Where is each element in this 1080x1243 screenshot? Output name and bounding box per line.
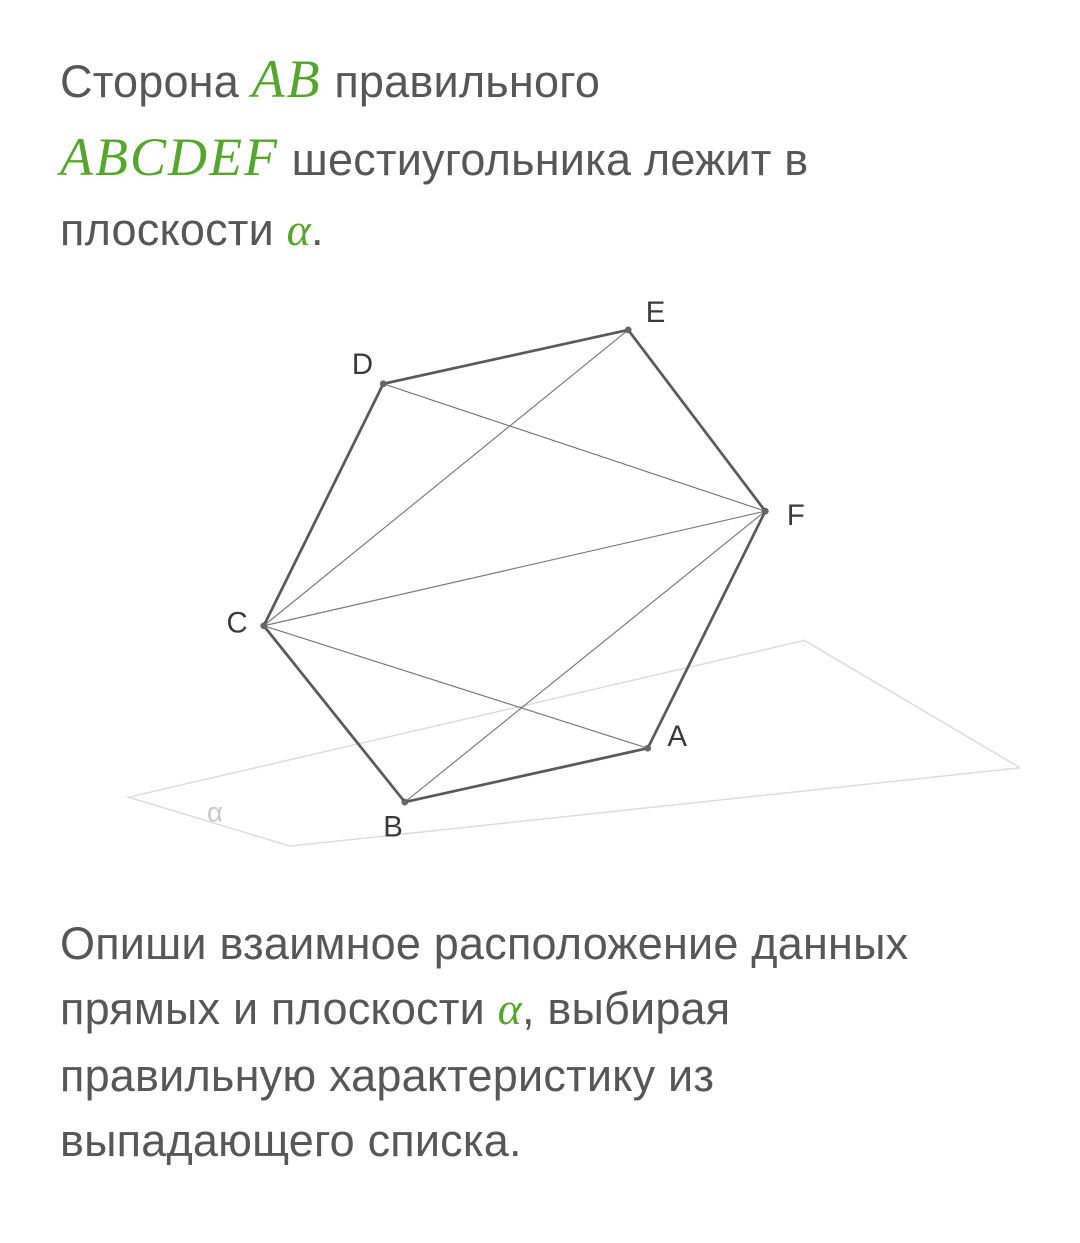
text-fragment: прямых и плоскости: [60, 983, 498, 1034]
text-fragment: правильного: [322, 56, 600, 107]
text-fragment: шестиугольника лежит в: [279, 134, 808, 185]
math-AB: AB: [252, 49, 322, 109]
svg-text:A: A: [667, 721, 687, 754]
text-fragment: , выбирая: [522, 983, 730, 1034]
svg-text:E: E: [646, 296, 666, 329]
svg-text:C: C: [227, 607, 248, 640]
svg-text:α: α: [207, 797, 223, 828]
text-fragment: .: [311, 204, 324, 255]
page-root: Сторона AB правильного ABCDEF шестиуголь…: [0, 0, 1080, 1223]
text-fragment: правильную характеристику из: [60, 1050, 714, 1101]
text-fragment: Сторона: [60, 56, 252, 107]
problem-question: Опиши взаимное расположение данных прямы…: [60, 911, 1020, 1173]
text-fragment: выпадающего списка.: [60, 1115, 522, 1166]
svg-text:B: B: [383, 811, 403, 844]
geometry-figure: A B C D E Fα: [60, 278, 1020, 885]
problem-statement: Сторона AB правильного ABCDEF шестиуголь…: [60, 40, 1020, 263]
math-alpha: α: [287, 204, 311, 255]
text-fragment: Опиши взаимное расположение данных: [60, 918, 908, 969]
svg-text:D: D: [352, 348, 373, 381]
math-ABCDEF: ABCDEF: [60, 127, 279, 187]
svg-text:F: F: [787, 499, 805, 532]
text-fragment: плоскости: [60, 204, 287, 255]
math-alpha: α: [498, 983, 522, 1034]
hexagon-diagram: A B C D E Fα: [60, 278, 1020, 885]
